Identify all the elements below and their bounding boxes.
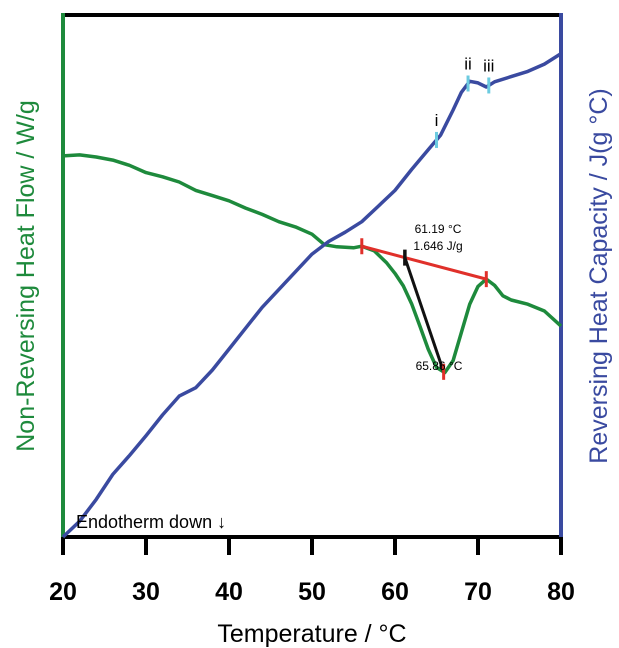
enthalpy-label: 1.646 J/g bbox=[413, 239, 462, 253]
x-tick-label-60: 60 bbox=[381, 578, 409, 606]
transition-annotations: iii iii bbox=[360, 54, 494, 380]
right-y-axis-label: Reversing Heat Capacity / J(g °C) bbox=[585, 88, 613, 463]
transition-label-iii: iii bbox=[483, 56, 494, 75]
onset-temperature-label: 61.19 °C bbox=[415, 222, 462, 236]
endotherm-note: Endotherm down ↓ bbox=[76, 512, 226, 532]
x-axis-label: Temperature / °C bbox=[217, 620, 406, 648]
x-tick-label-40: 40 bbox=[215, 578, 243, 606]
series-layer bbox=[61, 52, 563, 539]
onset-tangent-line bbox=[403, 257, 446, 373]
x-tick-label-50: 50 bbox=[298, 578, 326, 606]
transition-label-ii: ii bbox=[464, 54, 472, 73]
x-tick-label-20: 20 bbox=[49, 578, 77, 606]
x-axis-ticks bbox=[61, 537, 563, 555]
x-tick-label-70: 70 bbox=[464, 578, 492, 606]
transition-label-i: i bbox=[435, 111, 439, 130]
x-tick-label-30: 30 bbox=[132, 578, 160, 606]
left-y-axis-label: Non-Reversing Heat Flow / W/g bbox=[12, 100, 40, 452]
x-tick-label-80: 80 bbox=[547, 578, 575, 606]
nonreversing-heat-flow-line bbox=[62, 153, 563, 375]
integration-baseline bbox=[361, 244, 487, 281]
peak-temperature-label: 65.86 °C bbox=[416, 359, 463, 373]
x-axis-tick-labels: 20 30 40 50 60 70 80 bbox=[49, 578, 575, 606]
reversing-heat-capacity-line bbox=[61, 52, 562, 539]
